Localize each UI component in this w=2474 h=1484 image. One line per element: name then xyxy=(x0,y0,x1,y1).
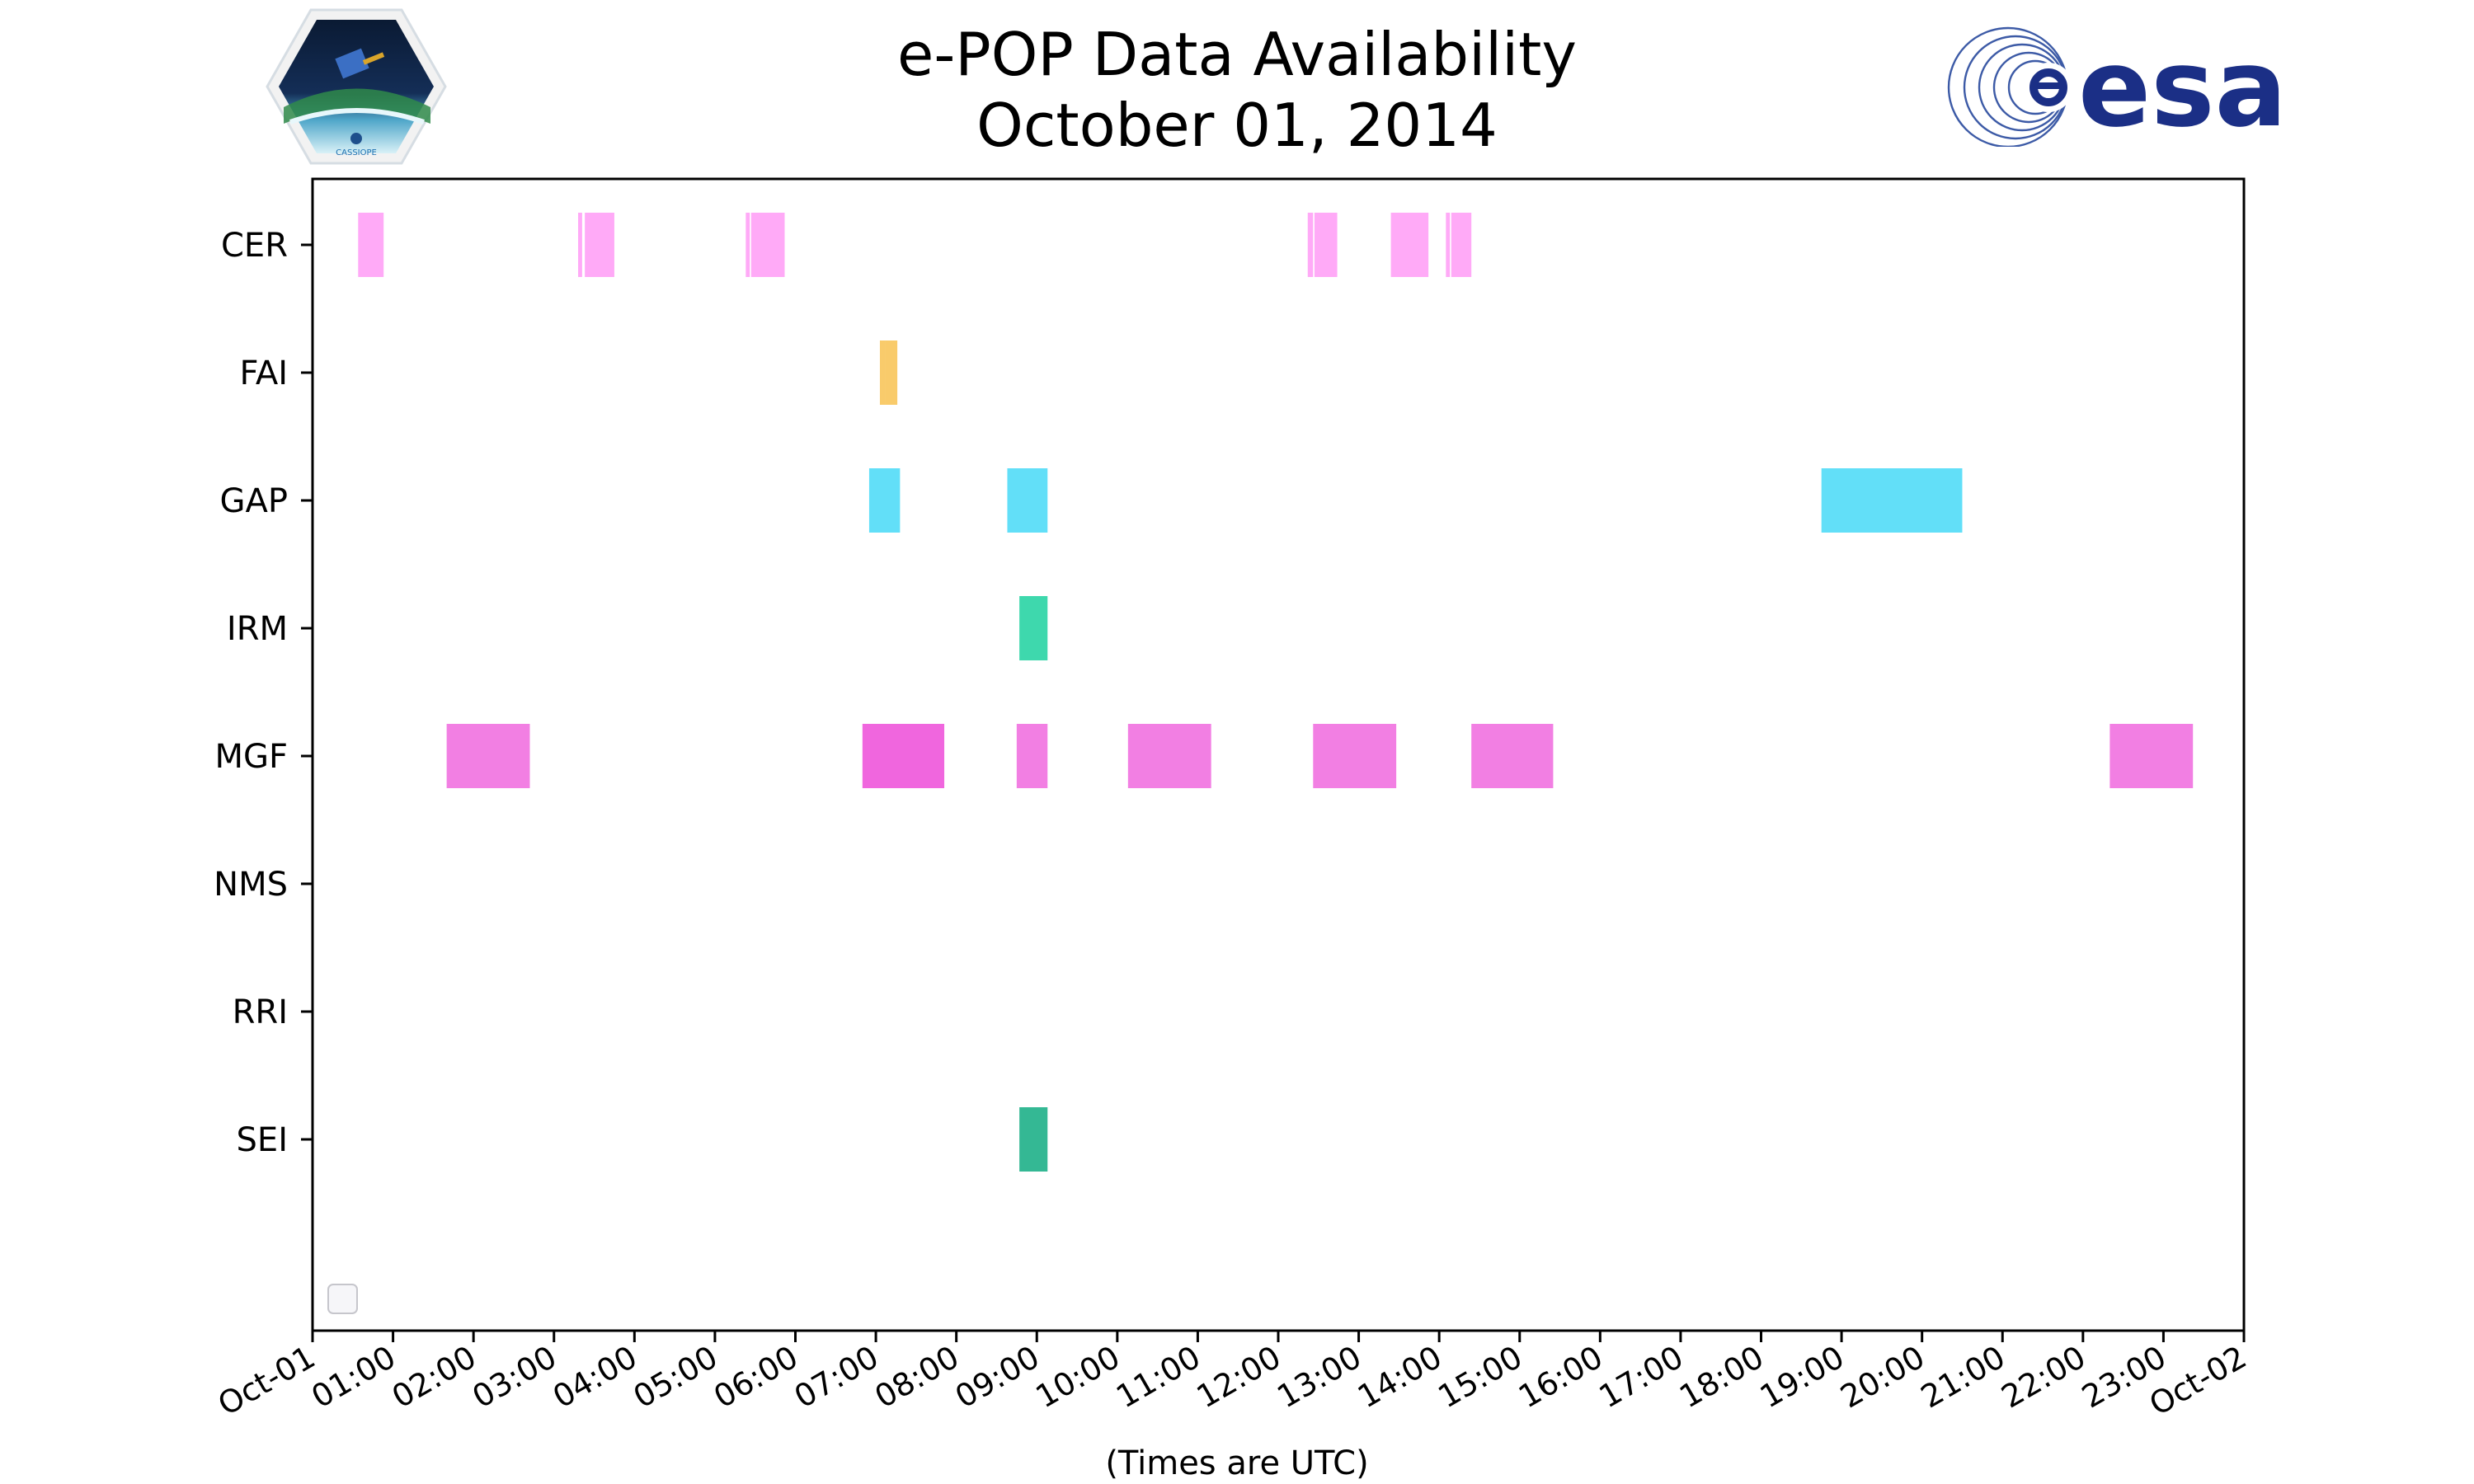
chart-title-line2: October 01, 2014 xyxy=(976,91,1498,160)
x-tick-label-22: 22:00 xyxy=(1995,1339,2091,1416)
x-tick-label-17: 17:00 xyxy=(1593,1339,1690,1416)
cassiope-logo-text: CASSIOPE xyxy=(336,148,377,157)
bar-cer-9 xyxy=(1451,213,1472,277)
x-tick-label-12: 12:00 xyxy=(1191,1339,1287,1416)
bar-cer-5 xyxy=(1307,213,1314,277)
bar-gap-1 xyxy=(1007,468,1048,533)
y-tick-label-nms: NMS xyxy=(214,866,288,904)
bar-cer-0 xyxy=(358,213,384,277)
bar-cer-2 xyxy=(585,213,614,277)
bar-mgf-3 xyxy=(1127,724,1211,788)
x-tick-label-15: 15:00 xyxy=(1432,1339,1528,1416)
bar-sei-0 xyxy=(1019,1107,1048,1172)
bar-cer-1 xyxy=(578,213,582,277)
x-tick-label-9: 09:00 xyxy=(949,1339,1046,1416)
x-tick-label-18: 18:00 xyxy=(1673,1339,1770,1416)
bar-mgf-5 xyxy=(1471,724,1554,788)
x-tick-label-6: 06:00 xyxy=(708,1339,804,1416)
x-tick-label-19: 19:00 xyxy=(1754,1339,1851,1416)
y-tick-label-cer: CER xyxy=(221,227,288,265)
plot-frame xyxy=(311,177,2246,1332)
bar-fai-1 xyxy=(885,340,898,405)
empty-legend-box xyxy=(327,1284,358,1314)
bar-cer-8 xyxy=(1446,213,1451,277)
y-tick-label-sei: SEI xyxy=(237,1121,288,1159)
x-tick-label-21: 21:00 xyxy=(1915,1339,2011,1416)
x-tick-label-16: 16:00 xyxy=(1512,1339,1609,1416)
x-tick-label-5: 05:00 xyxy=(628,1339,724,1416)
bar-cer-7 xyxy=(1390,213,1429,277)
bar-mgf-6 xyxy=(2109,724,2194,788)
x-axis: Oct-0101:0002:0003:0004:0005:0006:0007:0… xyxy=(212,1331,2253,1423)
bar-mgf-1 xyxy=(862,724,945,788)
x-tick-label-10: 10:00 xyxy=(1029,1339,1126,1416)
chart-title-line1: e-POP Data Availability xyxy=(897,20,1577,89)
y-tick-label-gap: GAP xyxy=(220,482,288,520)
x-tick-label-11: 11:00 xyxy=(1110,1339,1206,1416)
bar-mgf-0 xyxy=(446,724,530,788)
bar-mgf-4 xyxy=(1313,724,1397,788)
x-axis-label: (Times are UTC) xyxy=(1105,1444,1369,1482)
x-tick-label-14: 14:00 xyxy=(1352,1339,1448,1416)
y-tick-label-irm: IRM xyxy=(227,610,288,648)
bar-gap-2 xyxy=(1821,468,1963,533)
esa-logo-text: esa xyxy=(2078,26,2287,147)
bar-cer-3 xyxy=(745,213,750,277)
y-tick-label-mgf: MGF xyxy=(214,738,288,776)
bar-cer-4 xyxy=(750,213,785,277)
y-axis: CER FAI GAP IRM MGF NMS RRI SEI xyxy=(214,227,313,1159)
x-tick-label-1: 01:00 xyxy=(305,1339,402,1416)
bar-cer-6 xyxy=(1314,213,1338,277)
bar-gap-0 xyxy=(868,468,901,533)
x-tick-label-0: Oct-01 xyxy=(212,1339,322,1423)
bar-mgf-2 xyxy=(1016,724,1048,788)
x-tick-label-2: 02:00 xyxy=(386,1339,482,1416)
bar-irm-0 xyxy=(1019,596,1048,660)
x-tick-label-4: 04:00 xyxy=(547,1339,643,1416)
x-tick-label-8: 08:00 xyxy=(868,1339,965,1416)
bar-fai-0 xyxy=(879,340,886,405)
esa-logo: esa xyxy=(1947,26,2287,147)
x-tick-label-3: 03:00 xyxy=(466,1339,562,1416)
x-tick-label-7: 07:00 xyxy=(788,1339,885,1416)
x-tick-label-20: 20:00 xyxy=(1834,1339,1931,1416)
cassiope-logo: CASSIOPE xyxy=(266,8,447,165)
x-tick-label-13: 13:00 xyxy=(1271,1339,1367,1416)
y-tick-label-rri: RRI xyxy=(233,993,288,1031)
y-tick-label-fai: FAI xyxy=(240,355,289,392)
bars-layer xyxy=(358,213,2194,1172)
